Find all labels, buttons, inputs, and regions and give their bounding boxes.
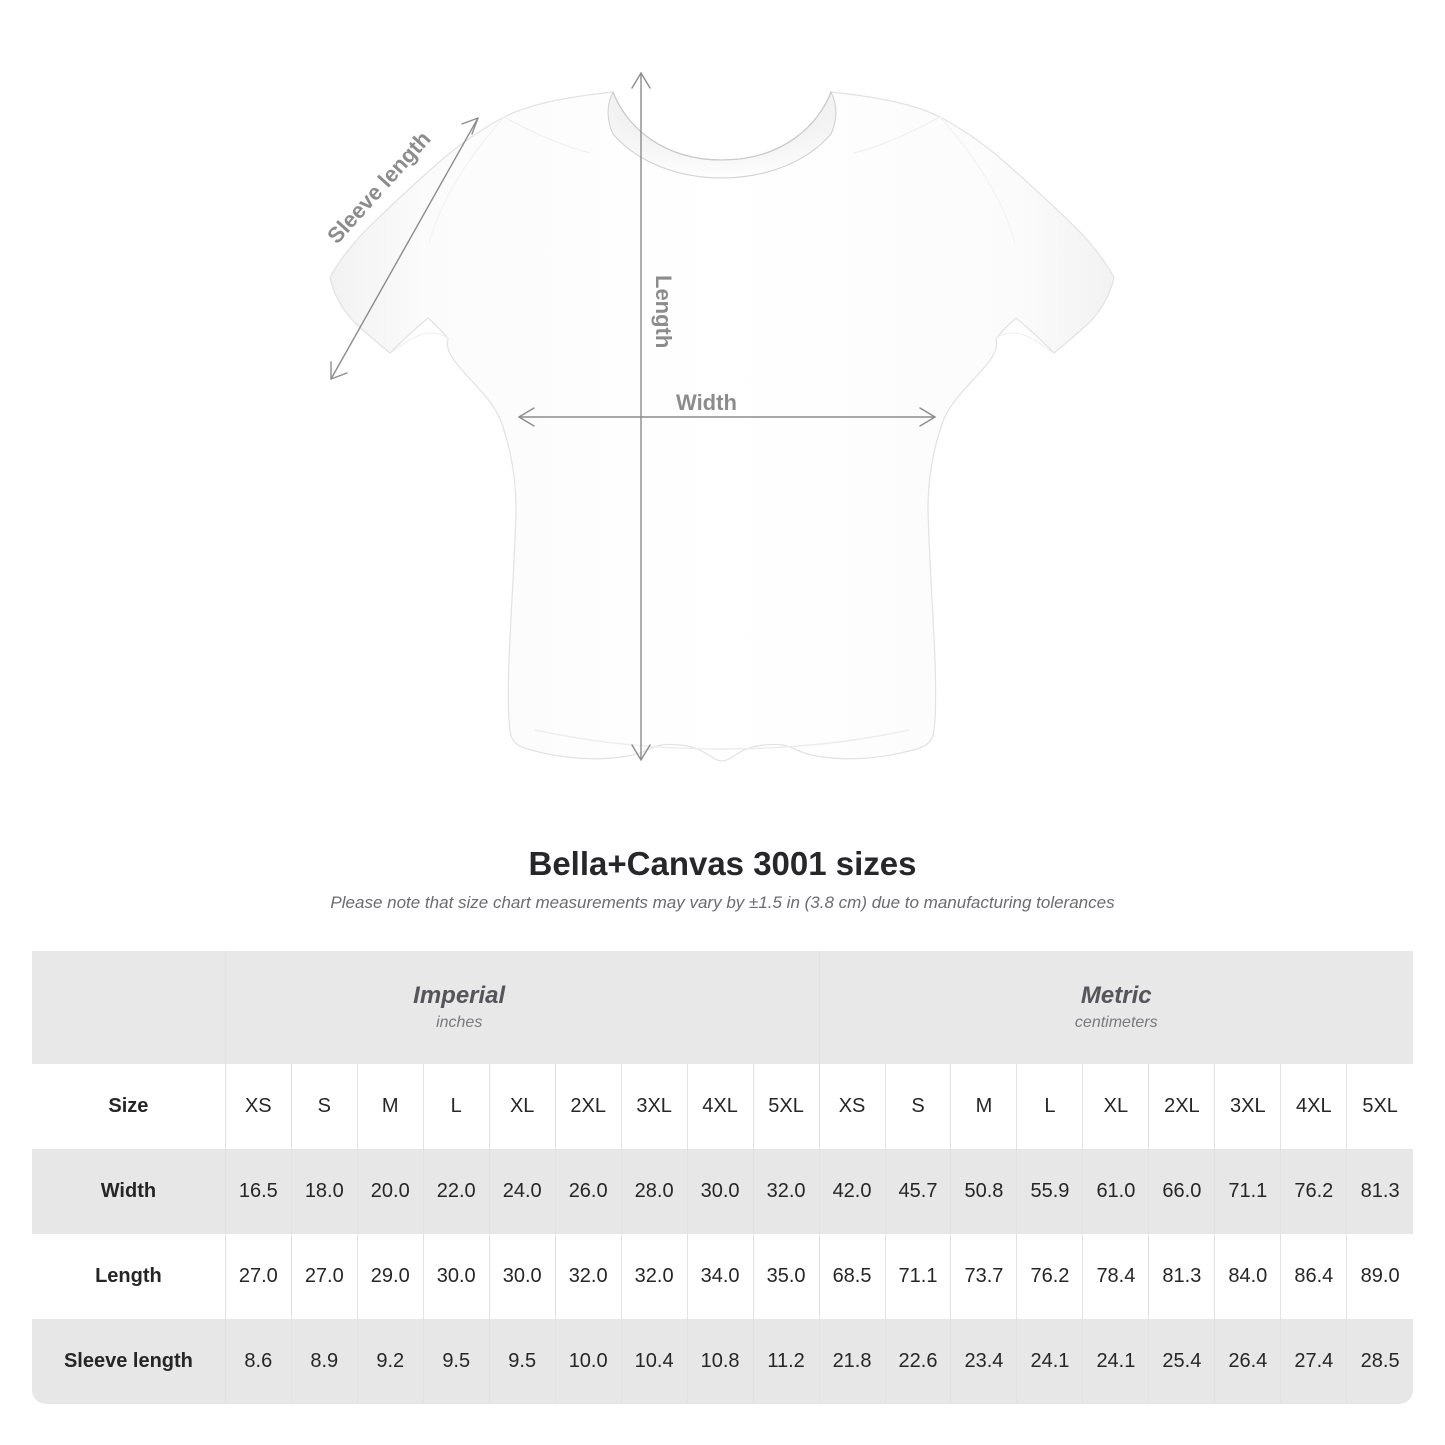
svg-text:Width: Width [676,390,737,415]
svg-text:Length: Length [651,275,676,348]
